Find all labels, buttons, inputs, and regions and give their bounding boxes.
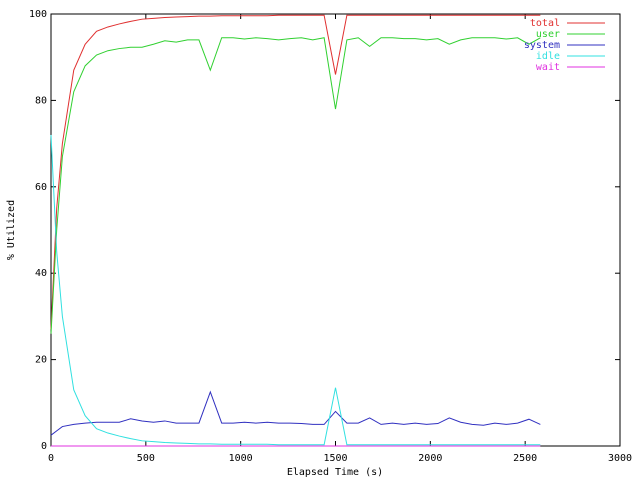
legend-label: total: [530, 18, 560, 29]
legend-label: wait: [536, 62, 560, 73]
x-tick-label: 1000: [229, 453, 253, 464]
y-tick-label: 40: [35, 268, 47, 279]
y-tick-label: 100: [29, 9, 47, 20]
x-tick-label: 2000: [418, 453, 442, 464]
x-tick-label: 0: [48, 453, 54, 464]
y-tick-label: 60: [35, 182, 47, 193]
legend-label: user: [536, 29, 560, 40]
y-axis-label: % Utilized: [6, 200, 17, 260]
x-tick-label: 500: [137, 453, 155, 464]
series-line: [50, 390, 541, 436]
x-tick-label: 1500: [323, 453, 347, 464]
plot-frame: [50, 13, 621, 447]
legend-label: idle: [536, 51, 560, 62]
x-axis-label: Elapsed Time (s): [287, 467, 383, 478]
legend-label: system: [524, 40, 560, 51]
x-tick-label: 2500: [513, 453, 537, 464]
y-tick-label: 20: [35, 355, 47, 366]
x-tick-label: 3000: [608, 453, 632, 464]
series-line: [50, 134, 541, 446]
y-tick-label: 0: [41, 441, 47, 452]
series-line: [50, 14, 541, 330]
y-tick-label: 80: [35, 95, 47, 106]
series-line: [50, 37, 541, 334]
